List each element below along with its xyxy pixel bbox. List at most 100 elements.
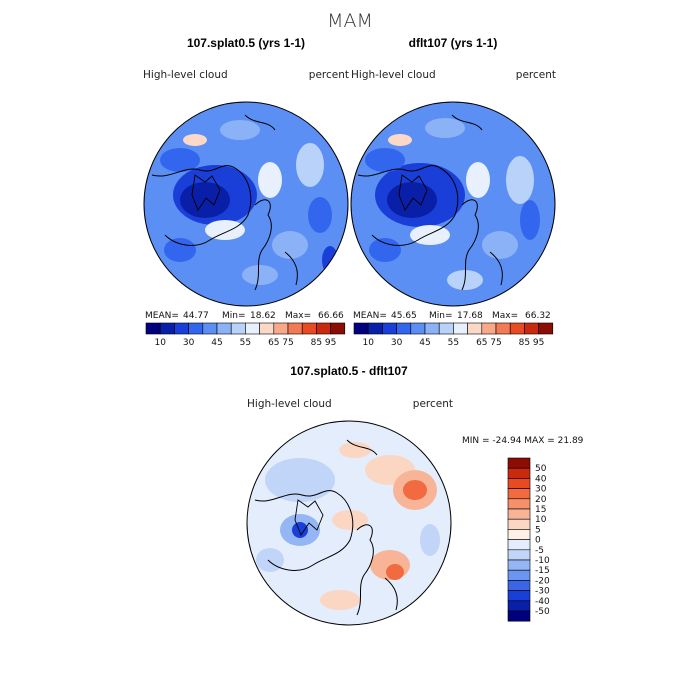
panel-3-colorbar-swatch	[507, 590, 531, 602]
panel-1-colorbar-swatch	[230, 322, 246, 335]
panel-1-colorbar-swatch	[259, 322, 275, 335]
panel-3-colorbar-tick-label: 30	[535, 485, 547, 495]
panel-1-colorbar-swatch	[145, 322, 161, 335]
panel-2-colorbar	[353, 322, 554, 335]
panel-3-colorbar-swatch	[507, 539, 531, 551]
panel-2-colorbar-swatch	[367, 322, 383, 335]
panel-1-colorbar-swatch	[316, 322, 331, 335]
panel-1-variable: High-level cloud	[143, 69, 228, 81]
panel-1-colorbar-swatch	[301, 322, 317, 335]
panel-2-colorbar-swatch	[509, 322, 525, 335]
panel-1-colorbar-tick-label: 30	[183, 338, 195, 348]
panel-3-colorbar-swatch	[507, 600, 531, 612]
panel-1-colorbar-tick-label: 45	[211, 338, 222, 348]
panel-1-title: 107.splat0.5 (yrs 1-1)	[187, 36, 305, 50]
panel-1-colorbar-tick-label: 55	[240, 338, 251, 348]
panel-1-colorbar-swatch	[330, 322, 346, 335]
panel-2-colorbar-swatch	[424, 322, 440, 335]
panel-2-colorbar-swatch	[495, 322, 511, 335]
panel-1-colorbar-swatch	[202, 322, 218, 335]
panel-1-mean: 44.77	[183, 311, 209, 321]
panel-3-colorbar-tick-label: 15	[535, 505, 546, 515]
panel-2-colorbar-swatch	[481, 322, 497, 335]
panel-3-colorbar-swatch	[507, 610, 531, 622]
panel-3-colorbar	[507, 457, 531, 622]
panel-3-colorbar-tick-label: -15	[535, 566, 550, 576]
panel-3-colorbar-swatch	[507, 549, 531, 561]
panel-1-colorbar-swatch	[273, 322, 289, 335]
panel-2-max-label: Max=	[492, 311, 518, 321]
panel-3-variable: High-level cloud	[247, 398, 332, 410]
panel-2-colorbar-swatch	[410, 322, 426, 335]
panel-1-max: 66.66	[318, 311, 344, 321]
panel-2-mean: 45.65	[391, 311, 417, 321]
panel-3-map	[246, 420, 452, 626]
panel-1-colorbar-swatch	[159, 322, 175, 335]
panel-3-title: 107.splat0.5 - dflt107	[290, 364, 408, 378]
panel-2-title: dflt107 (yrs 1-1)	[409, 36, 498, 50]
panel-1-colorbar-tick-label: 85	[311, 338, 322, 348]
panel-1-colorbar-tick-label: 65	[268, 338, 279, 348]
panel-1-mean-label: MEAN=	[145, 311, 179, 321]
panel-1-map	[143, 101, 349, 307]
panel-3-colorbar-tick-label: 50	[535, 464, 547, 474]
panel-2-colorbar-tick-label: 10	[362, 338, 374, 348]
panel-1-min-label: Min=	[222, 311, 246, 321]
panel-3-colorbar-swatch	[507, 559, 531, 571]
panel-3-colorbar-tick-label: 10	[535, 515, 547, 525]
panel-1-colorbar-tick-label: 95	[325, 338, 336, 348]
panel-3-colorbar-tick-label: -50	[535, 607, 550, 617]
panel-3-colorbar-swatch	[507, 580, 531, 591]
panel-1-colorbar	[145, 322, 346, 335]
panel-1-colorbar-swatch	[174, 322, 189, 335]
panel-2-min-label: Min=	[429, 311, 453, 321]
panel-3-colorbar-tick-label: -10	[535, 556, 550, 566]
panel-3-colorbar-tick-label: 40	[535, 474, 547, 484]
season-title: MAM	[327, 10, 373, 32]
panel-2-colorbar-swatch	[353, 322, 369, 335]
panel-3-colorbar-swatch	[507, 508, 531, 520]
panel-1-units: percent	[309, 69, 349, 81]
panel-2-mean-label: MEAN=	[353, 311, 387, 321]
panel-2-colorbar-swatch	[396, 322, 412, 335]
panel-3-colorbar-tick-label: -30	[535, 587, 550, 597]
panel-3-colorbar-swatch	[507, 569, 531, 581]
panel-1-min: 18.62	[250, 311, 276, 321]
panel-3-colorbar-tick-label: -20	[535, 576, 550, 586]
panel-1-colorbar-tick-label: 75	[282, 338, 293, 348]
panel-3-colorbar-swatch	[507, 457, 531, 469]
panel-3-colorbar-tick-label: 5	[535, 525, 541, 535]
panel-2-colorbar-swatch	[467, 322, 483, 335]
panel-2-colorbar-tick-label: 95	[533, 338, 544, 348]
panel-1-max-label: Max=	[285, 311, 311, 321]
panel-3-colorbar-tick-label: -5	[535, 546, 544, 556]
panel-2-colorbar-swatch	[453, 322, 468, 335]
panel-2-colorbar-tick-label: 45	[419, 338, 430, 348]
panel-2-max: 66.32	[525, 311, 551, 321]
panel-2-colorbar-tick-label: 75	[490, 338, 501, 348]
panel-1-colorbar-swatch	[188, 322, 204, 335]
panel-2-colorbar-swatch	[382, 322, 397, 335]
panel-2-min: 17.68	[457, 311, 483, 321]
panel-2-colorbar-tick-label: 55	[448, 338, 459, 348]
panel-1-colorbar-swatch	[245, 322, 260, 335]
panel-3-colorbar-swatch	[507, 467, 531, 479]
panel-2-map	[350, 101, 556, 307]
panel-2-colorbar-tick-label: 65	[476, 338, 487, 348]
panel-3-colorbar-swatch	[507, 498, 531, 510]
panel-3-colorbar-tick-label: 0	[535, 536, 541, 546]
panel-3-colorbar-swatch	[507, 488, 531, 500]
panel-3-colorbar-tick-label: 20	[535, 495, 547, 505]
panel-1-colorbar-tick-label: 10	[154, 338, 166, 348]
panel-2-colorbar-ticks: 10 30 45 55 65 75 85 95	[362, 338, 544, 348]
panel-2-colorbar-swatch	[524, 322, 539, 335]
panel-3-colorbar-swatch	[507, 518, 531, 530]
panel-2-colorbar-tick-label: 30	[391, 338, 403, 348]
panel-3-colorbar-swatch	[507, 529, 531, 540]
panel-2-colorbar-swatch	[438, 322, 454, 335]
panel-2-variable: High-level cloud	[351, 69, 436, 81]
panel-2-units: percent	[516, 69, 556, 81]
panel-3-units: percent	[413, 398, 453, 410]
